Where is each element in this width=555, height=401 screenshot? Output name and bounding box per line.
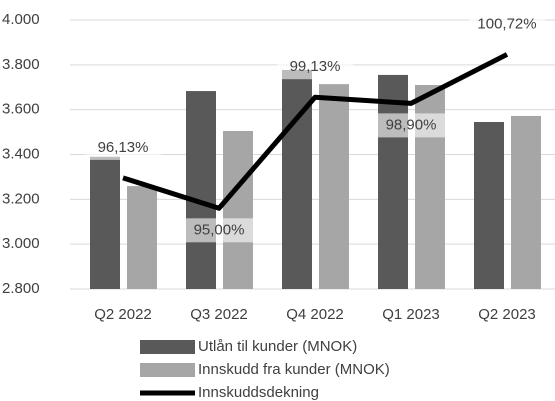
data-label-box bbox=[373, 113, 449, 138]
line bbox=[122, 52, 509, 211]
data-label: 99,13% bbox=[290, 58, 341, 75]
y-tick-label: 4.000 bbox=[2, 11, 40, 28]
y-tick-label: 3.200 bbox=[2, 190, 40, 207]
bar bbox=[319, 84, 349, 289]
bar bbox=[378, 74, 408, 289]
y-tick-label: 3.000 bbox=[2, 235, 40, 252]
x-tick-label: Q3 2022 bbox=[190, 306, 248, 323]
bar bbox=[90, 156, 120, 289]
legend-swatch bbox=[140, 340, 195, 354]
y-tick-label: 2.800 bbox=[2, 280, 40, 297]
x-tick-label: Q2 2023 bbox=[478, 306, 536, 323]
x-tick-label: Q1 2023 bbox=[382, 306, 440, 323]
legend-label: Innskudd fra kunder (MNOK) bbox=[198, 361, 390, 378]
y-tick-label: 3.600 bbox=[2, 101, 40, 118]
data-label-box bbox=[469, 12, 545, 37]
data-label-box bbox=[277, 55, 353, 80]
legend-label: Utlån til kunder (MNOK) bbox=[198, 338, 357, 355]
x-tick-label: Q4 2022 bbox=[286, 306, 344, 323]
bar bbox=[186, 91, 216, 289]
data-label: 98,90% bbox=[386, 116, 437, 133]
x-tick-label: Q2 2022 bbox=[94, 306, 152, 323]
y-tick-label: 3.400 bbox=[2, 145, 40, 162]
bar bbox=[474, 121, 504, 289]
legend-label: Innskuddsdekning bbox=[198, 384, 319, 401]
data-label-box bbox=[85, 135, 161, 160]
bar bbox=[511, 115, 541, 290]
data-label: 100,72% bbox=[477, 15, 536, 32]
data-label-box bbox=[181, 218, 257, 243]
y-tick-label: 3.800 bbox=[2, 56, 40, 73]
legend-swatch bbox=[140, 363, 195, 377]
bar bbox=[127, 186, 157, 289]
bar bbox=[223, 130, 253, 289]
data-label: 95,00% bbox=[194, 221, 245, 238]
data-label: 96,13% bbox=[98, 139, 149, 156]
